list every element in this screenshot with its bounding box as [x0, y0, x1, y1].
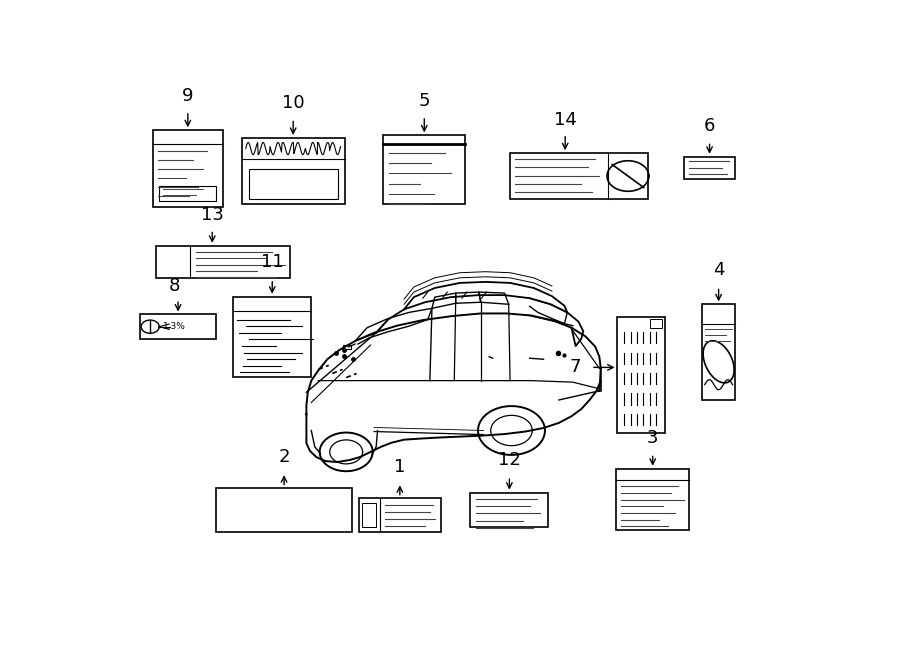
- Text: 4: 4: [713, 261, 725, 279]
- Text: 8: 8: [169, 277, 180, 295]
- Text: 1: 1: [394, 458, 406, 477]
- Text: 12: 12: [498, 451, 521, 469]
- Bar: [383, 136, 465, 204]
- Bar: [140, 315, 216, 339]
- Bar: [684, 157, 734, 178]
- Bar: [702, 304, 735, 400]
- Text: 14: 14: [554, 110, 577, 129]
- Bar: [343, 345, 351, 349]
- Text: 13: 13: [201, 206, 224, 224]
- Bar: [510, 153, 648, 199]
- Bar: [153, 130, 222, 207]
- Bar: [362, 503, 376, 527]
- Bar: [159, 186, 216, 202]
- Bar: [650, 319, 662, 329]
- Bar: [157, 246, 291, 278]
- Text: 3: 3: [647, 429, 659, 447]
- Bar: [241, 138, 345, 204]
- Bar: [233, 297, 311, 377]
- Text: 1,3%: 1,3%: [163, 322, 185, 331]
- Text: 7: 7: [570, 358, 581, 376]
- Bar: [248, 169, 338, 199]
- Text: 10: 10: [282, 95, 304, 112]
- Text: 6: 6: [704, 117, 716, 136]
- Bar: [471, 492, 548, 527]
- Bar: [616, 469, 689, 529]
- Text: 2: 2: [278, 448, 290, 466]
- Bar: [617, 317, 665, 433]
- Text: 11: 11: [261, 253, 284, 271]
- Bar: [216, 488, 353, 532]
- Text: 5: 5: [418, 92, 430, 110]
- Text: 9: 9: [182, 87, 194, 104]
- Bar: [359, 498, 441, 532]
